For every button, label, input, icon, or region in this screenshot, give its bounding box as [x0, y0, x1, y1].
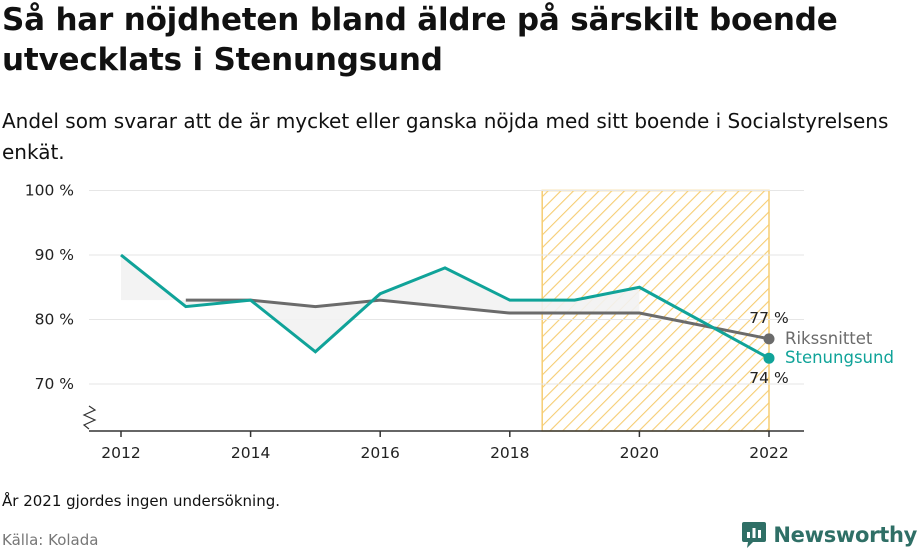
chart-title: Så har nöjdheten bland äldre på särskilt…: [2, 2, 838, 78]
source-label: Källa: Kolada: [2, 531, 99, 549]
x-tick-label: 2020: [620, 444, 659, 462]
x-tick-label: 2014: [231, 444, 270, 462]
series-endpoint-stenungsund: [763, 352, 775, 364]
rikssnittet-series-label: Rikssnittet: [785, 329, 873, 348]
x-tick-label: 2018: [490, 444, 529, 462]
series-endpoint-rikssnittet: [763, 333, 775, 345]
stenungsund-value-label: 74 %: [749, 369, 788, 387]
rikssnittet-value-label: 77 %: [749, 309, 788, 327]
newsworthy-chat-icon: [742, 522, 767, 548]
axis-break-icon: [82, 405, 97, 430]
chart-subtitle: Andel som svarar att de är mycket eller …: [2, 109, 889, 164]
y-tick-label: 70 %: [35, 375, 74, 393]
x-tick-label: 2022: [749, 444, 788, 462]
series-line-stenungsund: [120, 253, 770, 360]
stenungsund-series-label: Stenungsund: [785, 348, 894, 367]
series-line-rikssnittet: [185, 298, 770, 341]
brand-name: Newsworthy: [773, 523, 917, 547]
y-tick-label: 90 %: [35, 246, 74, 264]
x-tick-label: 2016: [360, 444, 399, 462]
footnote: År 2021 gjordes ingen undersökning.: [2, 492, 281, 510]
newsworthy-logo[interactable]: Newsworthy: [741, 520, 917, 550]
y-tick-label: 80 %: [35, 311, 74, 329]
difference-band: [121, 255, 640, 352]
x-tick-label: 2012: [101, 444, 140, 462]
y-tick-label: 100 %: [25, 182, 74, 200]
